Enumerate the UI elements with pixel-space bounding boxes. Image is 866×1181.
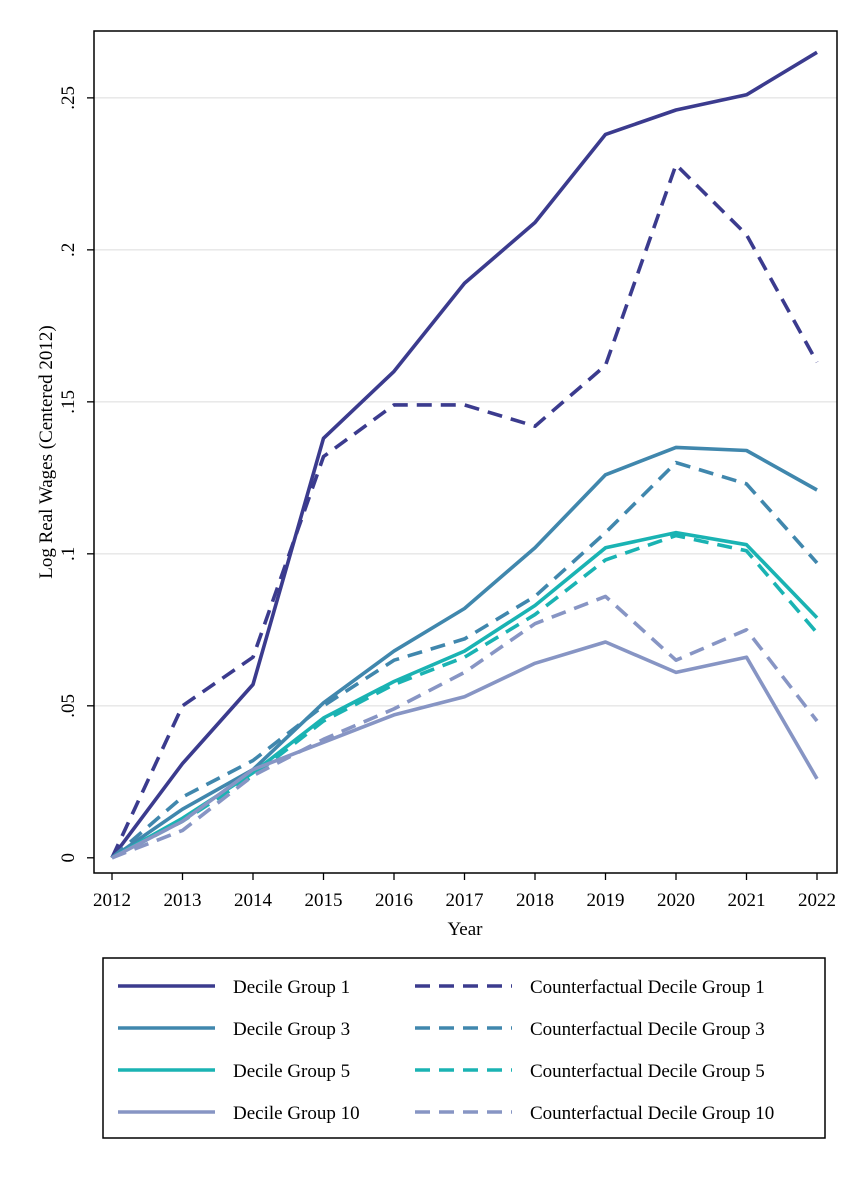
y-tick-label: .15 — [58, 390, 79, 414]
y-tick-label: .1 — [58, 547, 79, 561]
series-line-counterfactual-decile-group-5 — [111, 533, 819, 860]
legend-item: Decile Group 5 — [118, 1061, 350, 1082]
legend-label: Counterfactual Decile Group 5 — [530, 1061, 765, 1082]
legend-item: Counterfactual Decile Group 10 — [415, 1103, 774, 1124]
x-tick-label: 2016 — [375, 890, 413, 911]
x-tick-label: 2017 — [446, 890, 484, 911]
legend-item: Counterfactual Decile Group 3 — [415, 1019, 765, 1040]
x-tick-label: 2022 — [798, 890, 836, 911]
y-tick-label: .25 — [58, 86, 79, 110]
legend-label: Decile Group 3 — [233, 1019, 350, 1040]
x-tick-label: 2015 — [305, 890, 343, 911]
series-line-decile-group-1 — [110, 50, 818, 859]
legend-label: Decile Group 10 — [233, 1103, 360, 1124]
legend-label: Decile Group 5 — [233, 1061, 350, 1082]
x-tick-label: 2014 — [234, 890, 273, 911]
series-line-counterfactual-decile-group-1 — [110, 162, 819, 859]
legend: Decile Group 1 Counterfactual Decile Grou… — [118, 977, 774, 1124]
x-axis-title: Year — [447, 919, 483, 940]
legend-label: Counterfactual Decile Group 3 — [530, 1019, 765, 1040]
legend-item: Counterfactual Decile Group 5 — [415, 1061, 765, 1082]
series-line-decile-group-3 — [110, 445, 818, 860]
x-tick-label: 2020 — [657, 890, 695, 911]
legend-item: Decile Group 10 — [118, 1103, 360, 1124]
series-line-counterfactual-decile-group-3 — [110, 460, 819, 860]
x-tick-label: 2018 — [516, 890, 554, 911]
legend-item: Decile Group 3 — [118, 1019, 350, 1040]
y-tick-label: 0 — [58, 853, 79, 863]
x-tick-label: 2013 — [164, 890, 202, 911]
plot-frame — [93, 30, 838, 874]
x-tick-label: 2012 — [93, 890, 131, 911]
y-tick-label: .2 — [58, 243, 79, 257]
legend-box — [102, 957, 826, 1139]
y-axis-title: Log Real Wages (Centered 2012) — [36, 325, 57, 579]
x-tick-label: 2019 — [587, 890, 625, 911]
gridlines — [94, 97, 837, 707]
legend-item: Decile Group 1 — [118, 977, 350, 998]
legend-label: Counterfactual Decile Group 10 — [530, 1103, 774, 1124]
x-axis: 2012 2013 2014 2015 2016 2017 2018 2019 2020 2021… — [93, 873, 836, 911]
y-axis: 0 .05 .1 .15 .2 .25 — [58, 86, 94, 863]
legend-label: Decile Group 1 — [233, 977, 350, 998]
legend-label: Counterfactual Decile Group 1 — [530, 977, 765, 998]
series-line-decile-group-10 — [111, 640, 819, 860]
y-tick-label: .05 — [58, 694, 79, 718]
series-line-counterfactual-decile-group-10 — [111, 594, 819, 860]
series-lines — [110, 50, 819, 860]
x-tick-label: 2021 — [728, 890, 766, 911]
legend-item: Counterfactual Decile Group 1 — [415, 977, 765, 998]
